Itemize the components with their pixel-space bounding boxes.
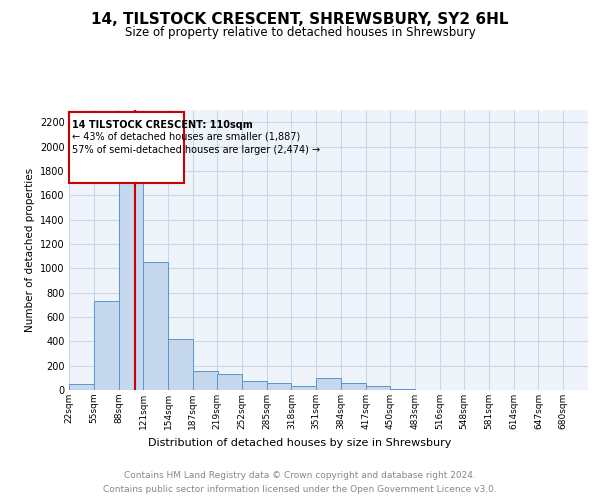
Bar <box>94 301 119 390</box>
Bar <box>266 384 292 390</box>
Text: Size of property relative to detached houses in Shrewsbury: Size of property relative to detached ho… <box>125 26 475 39</box>
Text: Contains HM Land Registry data © Crown copyright and database right 2024.: Contains HM Land Registry data © Crown c… <box>124 472 476 480</box>
Text: Distribution of detached houses by size in Shrewsbury: Distribution of detached houses by size … <box>148 438 452 448</box>
Bar <box>69 112 184 183</box>
Text: 14, TILSTOCK CRESCENT, SHREWSBURY, SY2 6HL: 14, TILSTOCK CRESCENT, SHREWSBURY, SY2 6… <box>91 12 509 28</box>
Text: 14 TILSTOCK CRESCENT: 110sqm: 14 TILSTOCK CRESCENT: 110sqm <box>72 120 253 130</box>
Bar <box>365 386 391 390</box>
Y-axis label: Number of detached properties: Number of detached properties <box>25 168 35 332</box>
Bar <box>193 370 218 390</box>
Bar <box>168 339 193 390</box>
Bar <box>217 374 242 390</box>
Bar <box>341 384 365 390</box>
Bar <box>69 384 94 390</box>
Text: ← 43% of detached houses are smaller (1,887): ← 43% of detached houses are smaller (1,… <box>72 132 300 142</box>
Text: Contains public sector information licensed under the Open Government Licence v3: Contains public sector information licen… <box>103 484 497 494</box>
Text: 57% of semi-detached houses are larger (2,474) →: 57% of semi-detached houses are larger (… <box>72 146 320 156</box>
Bar <box>316 378 341 390</box>
Bar <box>143 262 168 390</box>
Bar <box>242 381 266 390</box>
Bar <box>292 386 316 390</box>
Bar <box>119 177 143 390</box>
